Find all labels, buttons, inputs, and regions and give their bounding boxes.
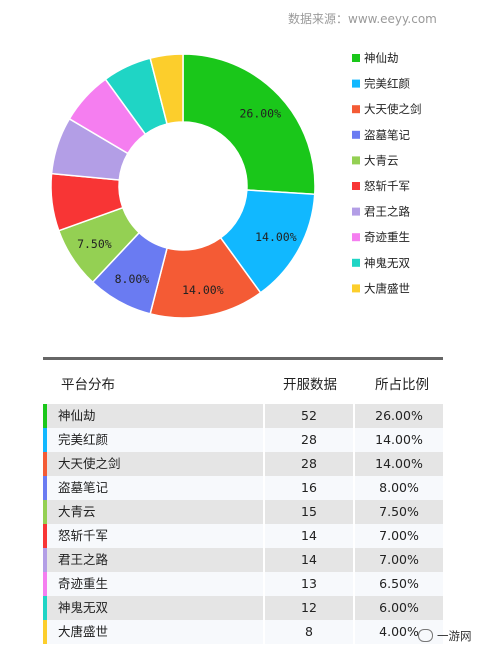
table-row: 大唐盛世 8 4.00% <box>43 620 443 644</box>
brand-name: 一游网 <box>437 629 472 643</box>
legend-label-6: 怒斩千军 <box>364 179 410 193</box>
row-share: 6.50% <box>355 572 443 596</box>
legend-swatch-5 <box>352 156 360 165</box>
row-count: 16 <box>265 476 353 500</box>
table-row: 大天使之剑 28 14.00% <box>43 452 443 476</box>
row-share: 6.00% <box>355 596 443 620</box>
legend-swatch-7 <box>352 207 360 216</box>
table-row: 盗墓笔记 16 8.00% <box>43 476 443 500</box>
slice-label-4: 8.00% <box>115 272 150 286</box>
row-share: 8.00% <box>355 476 443 500</box>
legend-label-3: 大天使之剑 <box>364 102 422 116</box>
row-share: 14.00% <box>355 428 443 452</box>
row-count: 15 <box>265 500 353 524</box>
brand: 一游网 <box>418 628 472 644</box>
row-platform: 大青云 <box>47 500 263 524</box>
row-platform: 神仙劫 <box>47 404 263 428</box>
legend-label-10: 大唐盛世 <box>364 281 410 295</box>
legend-label-4: 盗墓笔记 <box>364 128 410 142</box>
data-table: 神仙劫 52 26.00% 完美红颜 28 14.00% 大天使之剑 28 14.00% 盗墓笔记… <box>43 404 443 644</box>
legend-swatch-2 <box>352 79 360 88</box>
legend-label-2: 完美红颜 <box>364 77 410 91</box>
slice-10 <box>149 53 184 125</box>
row-color-marker <box>43 428 47 452</box>
row-platform: 奇迹重生 <box>47 572 263 596</box>
header-platform: 平台分布 <box>61 377 115 393</box>
row-color-marker <box>43 620 47 644</box>
legend-label-8: 奇迹重生 <box>364 230 410 244</box>
row-color-marker <box>43 548 47 572</box>
row-platform: 盗墓笔记 <box>47 476 263 500</box>
header-share: 所占比例 <box>375 377 429 393</box>
row-share: 7.00% <box>355 548 443 572</box>
slice-label-3: 14.00% <box>182 283 224 297</box>
row-count: 28 <box>265 452 353 476</box>
row-count: 14 <box>265 524 353 548</box>
row-color-marker <box>43 524 47 548</box>
legend-swatch-4 <box>352 130 360 139</box>
slice-label-1: 26.00% <box>239 106 281 120</box>
table-row: 神鬼无双 12 6.00% <box>43 596 443 620</box>
row-share: 7.00% <box>355 524 443 548</box>
table-row: 完美红颜 28 14.00% <box>43 428 443 452</box>
table-row: 大青云 15 7.50% <box>43 500 443 524</box>
row-count: 12 <box>265 596 353 620</box>
header-count: 开服数据 <box>283 377 337 393</box>
legend-swatch-6 <box>352 182 360 190</box>
row-count: 8 <box>265 620 353 644</box>
source-text: 数据来源：www.eeyy.com <box>288 12 437 26</box>
row-platform: 怒斩千军 <box>47 524 263 548</box>
slice-label-2: 14.00% <box>255 230 297 244</box>
table-header: 平台分布 开服数据 所占比例 <box>43 373 443 393</box>
legend-swatch-10 <box>352 284 360 293</box>
row-platform: 大唐盛世 <box>47 620 263 644</box>
row-platform: 神鬼无双 <box>47 596 263 620</box>
legend-swatch-8 <box>352 233 360 242</box>
row-count: 13 <box>265 572 353 596</box>
legend-swatch-9 <box>352 258 360 267</box>
table-row: 神仙劫 52 26.00% <box>43 404 443 428</box>
row-platform: 完美红颜 <box>47 428 263 452</box>
table-row: 君王之路 14 7.00% <box>43 548 443 572</box>
table-divider <box>43 357 443 360</box>
row-color-marker <box>43 452 47 476</box>
legend-label-1: 神仙劫 <box>364 51 399 65</box>
row-share: 26.00% <box>355 404 443 428</box>
wechat-icon <box>418 629 433 642</box>
row-count: 52 <box>265 404 353 428</box>
slice-1 <box>182 53 316 196</box>
legend-swatch-3 <box>352 105 360 114</box>
row-count: 28 <box>265 428 353 452</box>
row-color-marker <box>43 476 47 500</box>
row-share: 7.50% <box>355 500 443 524</box>
legend-label-5: 大青云 <box>364 153 399 167</box>
row-share: 14.00% <box>355 452 443 476</box>
legend-label-7: 君王之路 <box>364 205 410 219</box>
legend-swatch-1 <box>352 54 360 62</box>
row-color-marker <box>43 572 47 596</box>
row-color-marker <box>43 404 47 428</box>
row-platform: 大天使之剑 <box>47 452 263 476</box>
donut-chart: 26.00% 14.00% 14.00% 8.00% 7.50% 神仙劫完美红颜大天使之… <box>50 51 422 319</box>
row-count: 14 <box>265 548 353 572</box>
table-row: 奇迹重生 13 6.50% <box>43 572 443 596</box>
slice-label-5: 7.50% <box>77 237 112 251</box>
row-color-marker <box>43 500 47 524</box>
row-color-marker <box>43 596 47 620</box>
table-row: 怒斩千军 14 7.00% <box>43 524 443 548</box>
legend-label-9: 神鬼无双 <box>364 256 410 270</box>
row-platform: 君王之路 <box>47 548 263 572</box>
